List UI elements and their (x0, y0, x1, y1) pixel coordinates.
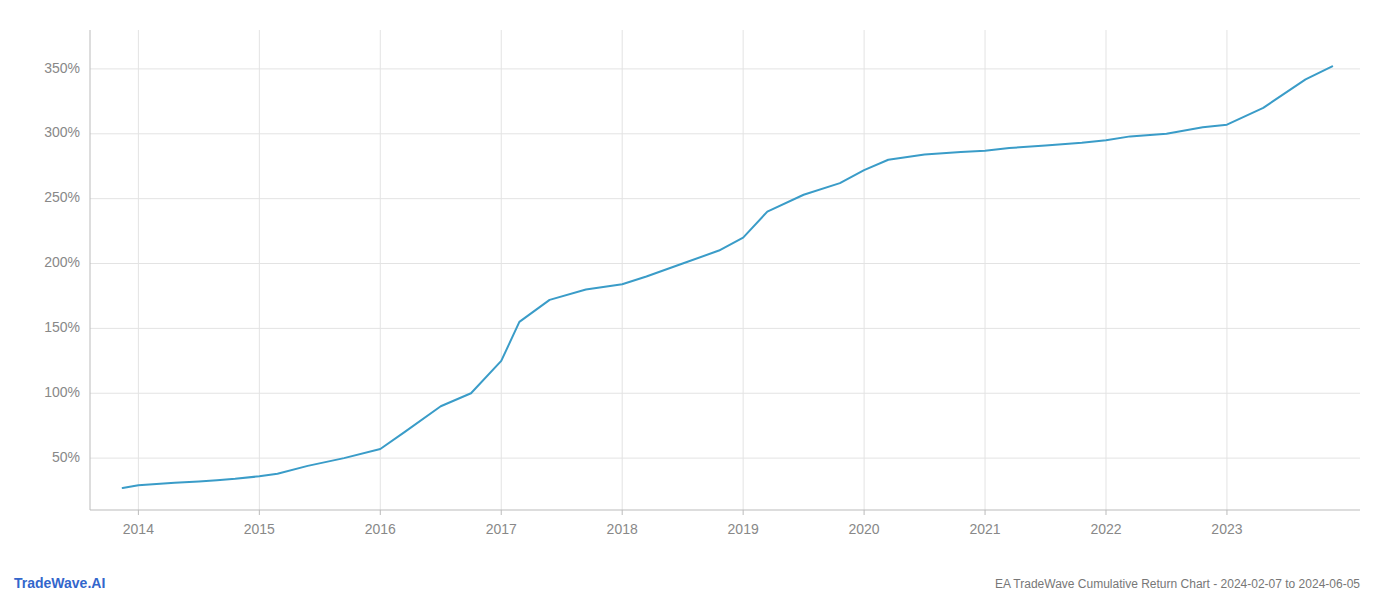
background (0, 0, 1400, 600)
x-tick-label: 2019 (728, 521, 759, 537)
grid-line-x (743, 30, 744, 510)
x-tick (1226, 510, 1227, 515)
x-tick-label: 2015 (244, 521, 275, 537)
x-tick-label: 2023 (1211, 521, 1242, 537)
grid-line-x (985, 30, 986, 510)
grid-line-y (90, 458, 1360, 459)
x-tick (622, 510, 623, 515)
grid-line-x (259, 30, 260, 510)
y-axis: 50% 100% 150% 200% 250% 300% 350% (44, 60, 80, 465)
grid-line-y (90, 198, 1360, 199)
grid-line-x (138, 30, 139, 510)
grid-line-y (90, 328, 1360, 329)
y-tick-label: 50% (52, 449, 80, 465)
x-tick-label: 2022 (1090, 521, 1121, 537)
grid-line-x (1106, 30, 1107, 510)
y-tick-label: 250% (44, 189, 80, 205)
line (123, 66, 1333, 488)
grid-line-x (864, 30, 865, 510)
chart: 50%100%150%200%250%300%350%2014201520162… (0, 0, 1400, 600)
x-tick (380, 510, 381, 515)
grid-line-y (90, 263, 1360, 264)
grid-line-x (622, 30, 623, 510)
x-tick (864, 510, 865, 515)
x-tick (1106, 510, 1107, 515)
title: EA TradeWave Cumulative Return Chart - 2… (995, 577, 1360, 591)
y-tick-label: 150% (44, 319, 80, 335)
y-axis-line (90, 30, 91, 510)
x-tick-label: 2021 (969, 521, 1000, 537)
x-tick-label: 2016 (365, 521, 396, 537)
y-tick-label: 300% (44, 124, 80, 140)
y-tick-label: 200% (44, 254, 80, 270)
x-tick-label: 2018 (607, 521, 638, 537)
x-axis: 2014 2015 2016 2017 2018 2019 2020 2021 2022 2023 (123, 510, 1243, 537)
x-tick-label: 2017 (486, 521, 517, 537)
grid-line-y (90, 68, 1360, 69)
y-tick-label: 350% (44, 60, 80, 76)
x-axis-line (90, 510, 1360, 511)
grid (90, 30, 1360, 510)
x-tick (743, 510, 744, 515)
grid-line-x (1226, 30, 1227, 510)
y-tick-label: 100% (44, 384, 80, 400)
x-tick-label: 2014 (123, 521, 154, 537)
grid-line-x (380, 30, 381, 510)
plot-area (123, 66, 1333, 488)
grid-line-x (501, 30, 502, 510)
x-tick (501, 510, 502, 515)
x-tick (259, 510, 260, 515)
x-tick-label: 2020 (849, 521, 880, 537)
x-tick (985, 510, 986, 515)
x-tick (138, 510, 139, 515)
watermark: TradeWave.AI (14, 575, 105, 591)
grid-line-y (90, 393, 1360, 394)
